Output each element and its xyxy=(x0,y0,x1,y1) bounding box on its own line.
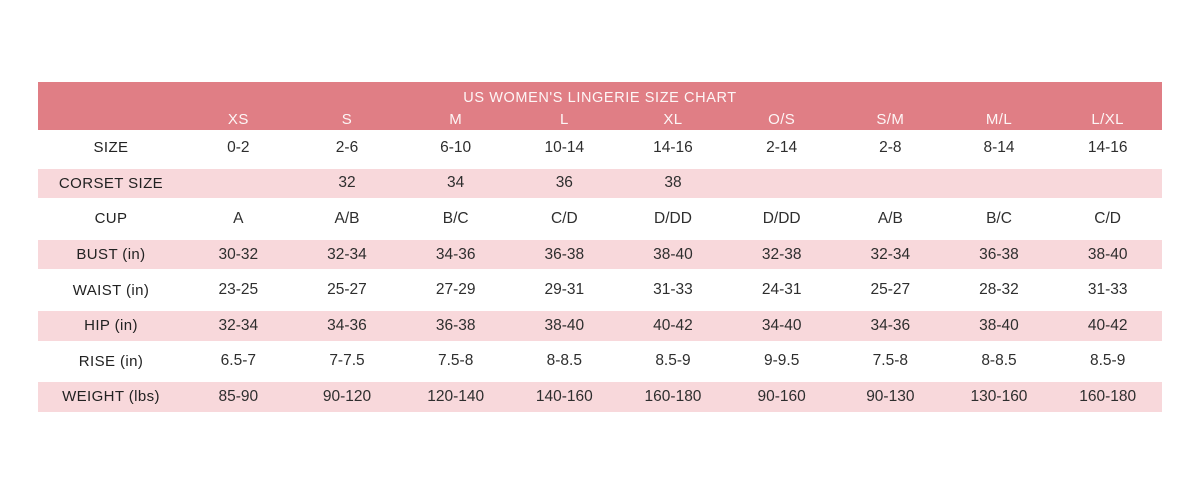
value-cell: C/D xyxy=(1094,209,1121,227)
table-row: CUP A A/B B/C C/D D/DD D/DD A/B B/C C/D xyxy=(38,201,1162,237)
value-cell: 2-8 xyxy=(879,138,902,156)
table-row: CORSET SIZE 32 34 36 38 xyxy=(38,165,1162,202)
value-cell: 38-40 xyxy=(544,316,585,334)
value-cell: 130-160 xyxy=(970,387,1028,405)
column-header-s: S xyxy=(341,110,353,128)
value-cell: A xyxy=(233,209,244,227)
value-cell: 32-34 xyxy=(327,245,367,263)
table-row: RISE (in) 6.5-7 7-7.5 7.5-8 8-8.5 8.5-9 9-9.5 7… xyxy=(38,344,1162,380)
value-cell: 34-36 xyxy=(327,316,367,334)
value-cell: 38-40 xyxy=(1087,245,1128,263)
row-label: HIP (in) xyxy=(84,317,138,335)
column-header-s-m: S/M xyxy=(876,110,905,128)
value-cell: 120-140 xyxy=(427,387,485,405)
value-cell: 6-10 xyxy=(440,138,472,156)
value-cell: 9-9.5 xyxy=(763,352,800,370)
value-cell: 32-34 xyxy=(870,245,911,263)
value-cell: 8-14 xyxy=(983,138,1015,156)
value-cell: 23-25 xyxy=(218,281,259,299)
value-cell: 38-40 xyxy=(653,245,693,263)
table-title: US WOMEN'S LINGERIE SIZE CHART xyxy=(463,90,737,106)
row-label: WEIGHT (lbs) xyxy=(62,388,160,406)
value-cell: 36-38 xyxy=(544,245,585,263)
table-header: US WOMEN'S LINGERIE SIZE CHART XS S M L XL O/… xyxy=(38,82,1162,130)
column-header-o-s: O/S xyxy=(768,110,796,128)
row-label: RISE (in) xyxy=(78,352,144,370)
column-header-m-l: M/L xyxy=(985,110,1013,128)
value-cell: 34-40 xyxy=(761,316,802,334)
value-cell: 14-16 xyxy=(653,138,693,156)
value-cell: 29-31 xyxy=(544,281,585,299)
value-cell: 6.5-7 xyxy=(220,352,256,370)
value-cell: 25-27 xyxy=(327,281,367,299)
value-cell: 160-180 xyxy=(644,387,702,405)
value-cell: 36-38 xyxy=(979,245,1019,263)
value-cell: 38-40 xyxy=(979,316,1019,334)
row-label: CORSET SIZE xyxy=(58,174,164,192)
value-cell: 40-42 xyxy=(1087,316,1128,334)
value-cell: B/C xyxy=(986,209,1012,227)
value-cell: 34-36 xyxy=(870,316,911,334)
value-cell: 7.5-8 xyxy=(872,352,908,370)
value-cell: 36-38 xyxy=(435,316,476,334)
table-row: BUST (in) 30-32 32-34 34-36 36-38 38-40 32-38 3… xyxy=(38,236,1162,273)
value-cell: 90-130 xyxy=(866,387,915,405)
row-label: SIZE xyxy=(93,139,129,157)
value-cell: C/D xyxy=(550,209,578,227)
value-cell: 90-160 xyxy=(757,387,806,405)
value-cell: 7-7.5 xyxy=(329,352,365,370)
value-cell: 7.5-8 xyxy=(437,352,474,370)
value-cell: 140-160 xyxy=(535,387,593,405)
table-body: SIZE 0-2 2-6 6-10 10-14 14-16 2-14 2-8 8-14 14-16… xyxy=(38,130,1162,415)
value-cell: 10-14 xyxy=(544,138,585,156)
value-cell: A/B xyxy=(877,209,903,227)
value-cell: A/B xyxy=(334,209,360,227)
table-row: WEIGHT (lbs) 85-90 90-120 120-140 140-160 160… xyxy=(38,379,1162,415)
value-cell: 160-180 xyxy=(1079,387,1137,405)
value-cell: 8.5-9 xyxy=(655,352,691,370)
value-cell: 34-36 xyxy=(435,245,476,263)
value-cell: 27-29 xyxy=(435,281,476,299)
value-cell: 8.5-9 xyxy=(1089,352,1126,370)
column-header-l-xl: L/XL xyxy=(1091,110,1124,128)
value-cell: 31-33 xyxy=(1087,281,1128,299)
value-cell: B/C xyxy=(442,209,469,227)
table-row: HIP (in) 32-34 34-36 36-38 38-40 40-42 34-40 34… xyxy=(38,307,1162,344)
column-header-xs: XS xyxy=(227,110,249,128)
value-cell: D/DD xyxy=(654,209,692,227)
row-label: BUST (in) xyxy=(76,246,146,264)
table-row: WAIST (in) 23-25 25-27 27-29 29-31 31-33 24-31… xyxy=(38,272,1162,308)
value-cell: 32 xyxy=(338,174,356,192)
column-header-l: L xyxy=(559,110,569,128)
value-cell: 40-42 xyxy=(653,316,693,334)
value-cell: 2-14 xyxy=(766,138,798,156)
value-cell: 36 xyxy=(555,174,573,192)
value-cell: 30-32 xyxy=(218,245,259,263)
column-header-m: M xyxy=(449,110,463,128)
row-label: CUP xyxy=(94,210,128,228)
value-cell: 38 xyxy=(664,174,682,192)
value-cell: 8-8.5 xyxy=(546,352,582,370)
value-cell: 2-6 xyxy=(335,138,359,156)
value-cell: 85-90 xyxy=(218,387,259,405)
value-cell: 24-31 xyxy=(761,281,802,299)
value-cell: 14-16 xyxy=(1087,138,1128,156)
value-cell: 90-120 xyxy=(322,387,372,405)
value-cell: 34 xyxy=(447,174,465,192)
column-header-row: XS S M L XL O/S S/M M/L L/XL xyxy=(38,108,1162,130)
value-cell: D/DD xyxy=(762,209,801,227)
column-header-xl: XL xyxy=(663,110,683,128)
value-cell: 25-27 xyxy=(870,281,911,299)
value-cell: 31-33 xyxy=(653,281,693,299)
value-cell: 0-2 xyxy=(227,138,250,156)
size-chart-table: US WOMEN'S LINGERIE SIZE CHART XS S M L XL O/… xyxy=(38,82,1162,415)
value-cell: 32-38 xyxy=(761,245,802,263)
table-row: SIZE 0-2 2-6 6-10 10-14 14-16 2-14 2-8 8-14 14-16 xyxy=(38,130,1162,166)
value-cell: 28-32 xyxy=(979,281,1019,299)
row-label: WAIST (in) xyxy=(72,281,150,299)
value-cell: 32-34 xyxy=(218,316,259,334)
value-cell: 8-8.5 xyxy=(981,352,1017,370)
